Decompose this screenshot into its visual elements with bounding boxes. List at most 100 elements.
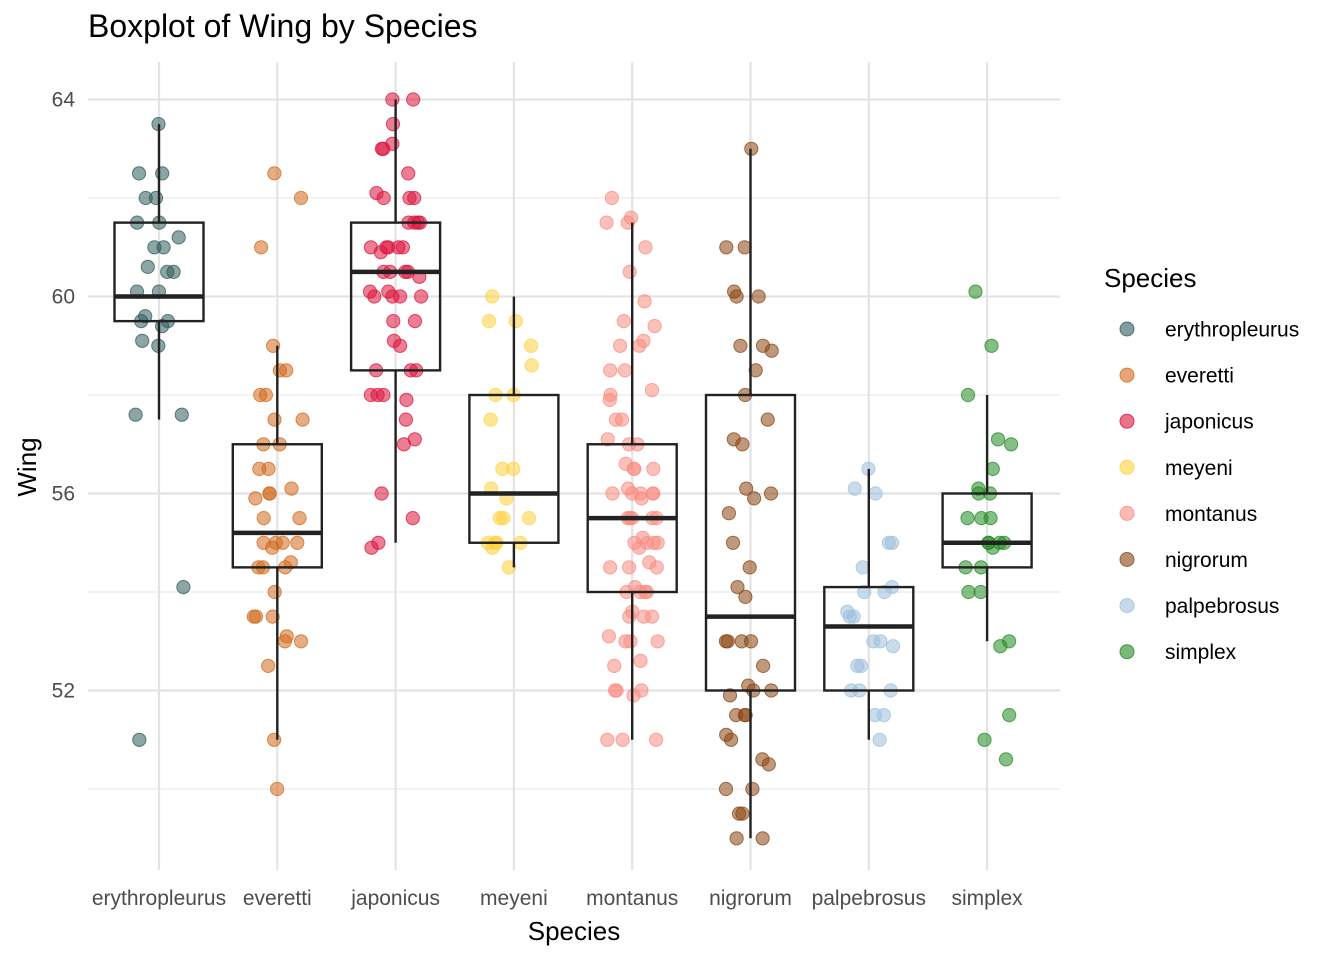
data-point: [614, 412, 630, 427]
data-point: [279, 363, 294, 378]
boxes: [113, 99, 1033, 839]
data-point: [603, 363, 618, 378]
x-axis-title: Species: [528, 916, 621, 946]
data-point: [646, 486, 661, 501]
legend-label: japonicus: [1164, 411, 1254, 434]
data-point: [1004, 437, 1019, 452]
data-point: [262, 486, 277, 501]
x-tick-label: palpebrosus: [812, 887, 926, 910]
data-point: [650, 634, 665, 649]
data-point: [960, 510, 975, 526]
legend-items: erythropleurus everetti japonicus meyeni mon…: [1119, 319, 1299, 664]
data-point: [632, 540, 647, 555]
data-point: [128, 407, 143, 422]
data-point: [842, 609, 857, 624]
data-point: [385, 289, 400, 304]
data-point: [414, 289, 429, 304]
legend-key: [1119, 644, 1135, 660]
data-point: [261, 658, 276, 674]
data-point: [747, 491, 762, 506]
legend: Species erythropleurus everetti japonicus m…: [1104, 263, 1299, 664]
data-point: [386, 314, 401, 329]
data-point: [405, 510, 420, 526]
legend-key: [1119, 367, 1135, 383]
data-point: [735, 806, 750, 821]
data-point: [385, 92, 400, 107]
box-iqr: [704, 393, 797, 692]
data-point: [734, 634, 749, 649]
data-point: [725, 535, 741, 550]
data-point: [176, 580, 191, 595]
data-point: [644, 383, 660, 398]
data-point: [295, 412, 310, 427]
data-point: [721, 506, 737, 521]
data-point: [399, 392, 414, 407]
data-point: [613, 338, 628, 353]
x-tick-label: japonicus: [350, 887, 440, 910]
data-point: [256, 510, 271, 526]
data-point: [267, 166, 282, 181]
data-point: [367, 289, 382, 304]
data-point: [607, 658, 622, 674]
data-point: [857, 584, 872, 600]
box-iqr: [941, 492, 1033, 569]
data-point: [254, 240, 269, 255]
data-point: [649, 560, 664, 575]
legend-key: [1119, 552, 1135, 567]
data-point: [524, 358, 539, 373]
data-point: [155, 166, 170, 181]
data-point: [407, 190, 422, 206]
x-tick-label: everetti: [243, 887, 312, 910]
data-point: [742, 560, 757, 575]
data-point: [485, 540, 500, 555]
data-point: [866, 634, 881, 649]
data-point: [990, 432, 1006, 447]
data-point: [885, 535, 900, 550]
data-point: [730, 580, 745, 595]
data-point: [135, 333, 150, 348]
chart-title: Boxplot of Wing by Species: [88, 8, 478, 44]
data-point: [729, 289, 744, 304]
x-tick-label: simplex: [952, 887, 1024, 910]
data-point: [374, 486, 389, 501]
data-point: [174, 407, 189, 422]
y-tick-label: 56: [52, 483, 75, 506]
data-point: [638, 240, 653, 255]
box-iqr: [113, 221, 205, 323]
data-point: [748, 363, 763, 378]
data-point: [622, 264, 637, 279]
data-point: [160, 264, 175, 279]
data-point: [634, 491, 649, 506]
data-point: [267, 412, 282, 427]
data-point: [722, 688, 738, 703]
data-point: [609, 683, 624, 698]
data-point: [636, 609, 651, 624]
data-point: [483, 412, 498, 427]
data-point: [764, 343, 779, 358]
data-point: [252, 461, 267, 476]
y-axis-title: Wing: [12, 437, 42, 496]
data-point: [601, 629, 617, 644]
data-point: [485, 289, 500, 304]
data-point: [602, 392, 617, 407]
data-point: [868, 486, 883, 501]
data-point: [605, 486, 620, 501]
data-point: [501, 560, 516, 575]
data-point: [729, 831, 744, 846]
data-point: [132, 732, 147, 747]
data-point: [745, 781, 760, 797]
legend-key: [1119, 321, 1135, 337]
data-point: [253, 387, 268, 403]
data-point: [521, 510, 537, 526]
data-point: [633, 653, 648, 669]
legend-label: everetti: [1165, 365, 1234, 388]
data-point: [524, 338, 539, 353]
data-point: [738, 589, 753, 605]
data-point: [623, 634, 638, 649]
data-point: [374, 141, 389, 156]
x-tick-label: nigrorum: [709, 887, 792, 910]
data-point: [364, 540, 379, 555]
legend-title: Species: [1104, 263, 1197, 293]
data-point: [718, 781, 734, 797]
